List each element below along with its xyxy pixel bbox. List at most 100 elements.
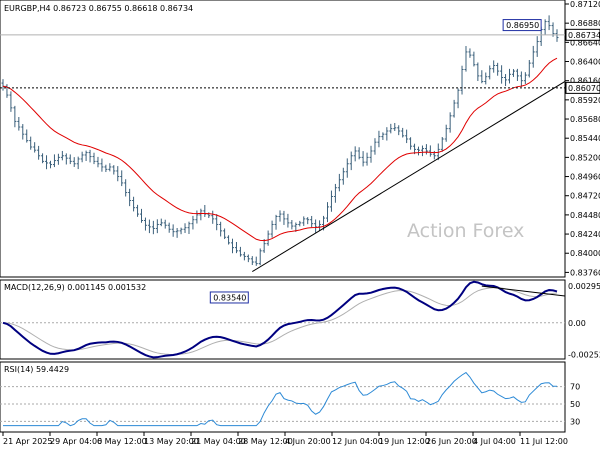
price-bar (21, 124, 25, 140)
price-axis-label: 0.84000 (570, 249, 600, 258)
price-bar (151, 220, 155, 235)
price-bar (258, 248, 262, 266)
price-bar (515, 68, 519, 81)
moving-average-line (2, 57, 558, 242)
price-bar (543, 19, 547, 35)
price-bar (329, 190, 333, 212)
price-bar (104, 164, 108, 173)
macd-axis-label: 0.00 (568, 319, 586, 328)
price-bar (381, 132, 385, 140)
price-bar (535, 36, 539, 57)
price-bar (448, 112, 452, 133)
price-bar (52, 154, 56, 168)
price-bar (163, 219, 167, 229)
price-bar (17, 117, 21, 131)
price-bar (401, 127, 405, 138)
price-bar (357, 147, 361, 160)
price-bar (215, 214, 219, 231)
price-bar (492, 60, 496, 73)
time-axis-label: 13 May 20:00 (144, 437, 199, 446)
price-bar (274, 214, 278, 230)
price-bar (452, 99, 456, 118)
rsi-axis-label: 50 (570, 400, 580, 409)
rsi-axis-label: 70 (570, 383, 580, 392)
price-bar (464, 46, 468, 72)
price-bar (302, 216, 306, 226)
price-bar (64, 153, 68, 165)
price-bar (13, 105, 17, 128)
trend-line (252, 81, 566, 273)
price-bar (361, 151, 365, 167)
price-bar (341, 167, 345, 185)
time-axis-label: 19 Jun 12:00 (379, 437, 430, 446)
price-bar (504, 74, 508, 87)
price-bar (45, 155, 49, 170)
price-bar (33, 142, 37, 153)
price-bar (84, 150, 88, 162)
price-bar (72, 157, 76, 167)
price-bar (242, 251, 246, 261)
rsi-axis-label: 30 (570, 417, 580, 426)
high-annotation-text: 0.86950 (506, 21, 539, 30)
price-bar (234, 241, 238, 254)
price-axis-label: 0.84720 (570, 192, 600, 201)
macd-title: MACD(12,26,9) 0.001145 0.001532 (4, 283, 146, 292)
price-bar (238, 246, 242, 257)
price-bar (531, 45, 535, 68)
price-bar (409, 137, 413, 150)
price-bar (246, 254, 250, 263)
price-bar (132, 196, 136, 212)
price-bar (80, 151, 84, 163)
macd-axis-label: 0.00295 (568, 282, 600, 291)
price-axis-label: 0.85680 (570, 115, 600, 124)
price-bar (500, 65, 504, 84)
price-bar (41, 153, 45, 164)
price-bar (349, 151, 353, 171)
watermark: Action Forex (407, 220, 524, 242)
time-axis-label: 26 Jun 20:00 (426, 437, 477, 446)
price-bar (480, 70, 484, 84)
price-bar (527, 59, 531, 78)
price-bar (472, 51, 476, 67)
price-bar (417, 146, 420, 156)
price-bar (436, 143, 440, 161)
price-bar (333, 183, 337, 203)
time-axis-label: 29 Apr 04:00 (50, 437, 102, 446)
price-bar (389, 123, 393, 134)
price-bar (456, 88, 460, 109)
price-bar (369, 145, 373, 163)
price-layer: 0.86950 0.83540 (0, 15, 566, 304)
price-axis-label: 0.85200 (570, 153, 600, 162)
price-bar (266, 230, 270, 246)
price-axis-label: 0.83760 (570, 268, 600, 277)
price-bar (262, 239, 266, 253)
price-axis-label: 0.86640 (570, 38, 600, 47)
price-bar (108, 163, 112, 172)
price-bar (278, 210, 282, 222)
macd-axis-label: -0.002529 (568, 350, 600, 359)
price-bar (511, 69, 515, 77)
price-bar (128, 188, 132, 207)
price-bar (203, 205, 207, 217)
price-bar (155, 219, 159, 234)
symbol-header: EURGBP,H4 0.86723 0.86755 0.86618 0.8673… (4, 4, 193, 13)
price-bar (5, 84, 9, 98)
rsi-line (3, 371, 558, 427)
time-axis-label: 28 May 12:00 (238, 437, 293, 446)
price-bar (282, 210, 286, 225)
price-bar (140, 208, 143, 223)
rsi-title: RSI(14) 59.4429 (4, 365, 69, 374)
price-bar (120, 170, 124, 187)
price-bar (270, 220, 274, 238)
price-bar (112, 165, 116, 175)
low-annotation-box (209, 291, 249, 304)
time-axis-label: 6 May 12:00 (97, 437, 147, 446)
price-bar (191, 215, 195, 230)
price-bar (298, 220, 302, 227)
macd-signal-line (2, 287, 558, 355)
price-bar (353, 146, 357, 162)
price-bar (377, 130, 381, 148)
current-price-label-text: 0.86734 (568, 31, 600, 40)
price-bar (60, 150, 64, 161)
